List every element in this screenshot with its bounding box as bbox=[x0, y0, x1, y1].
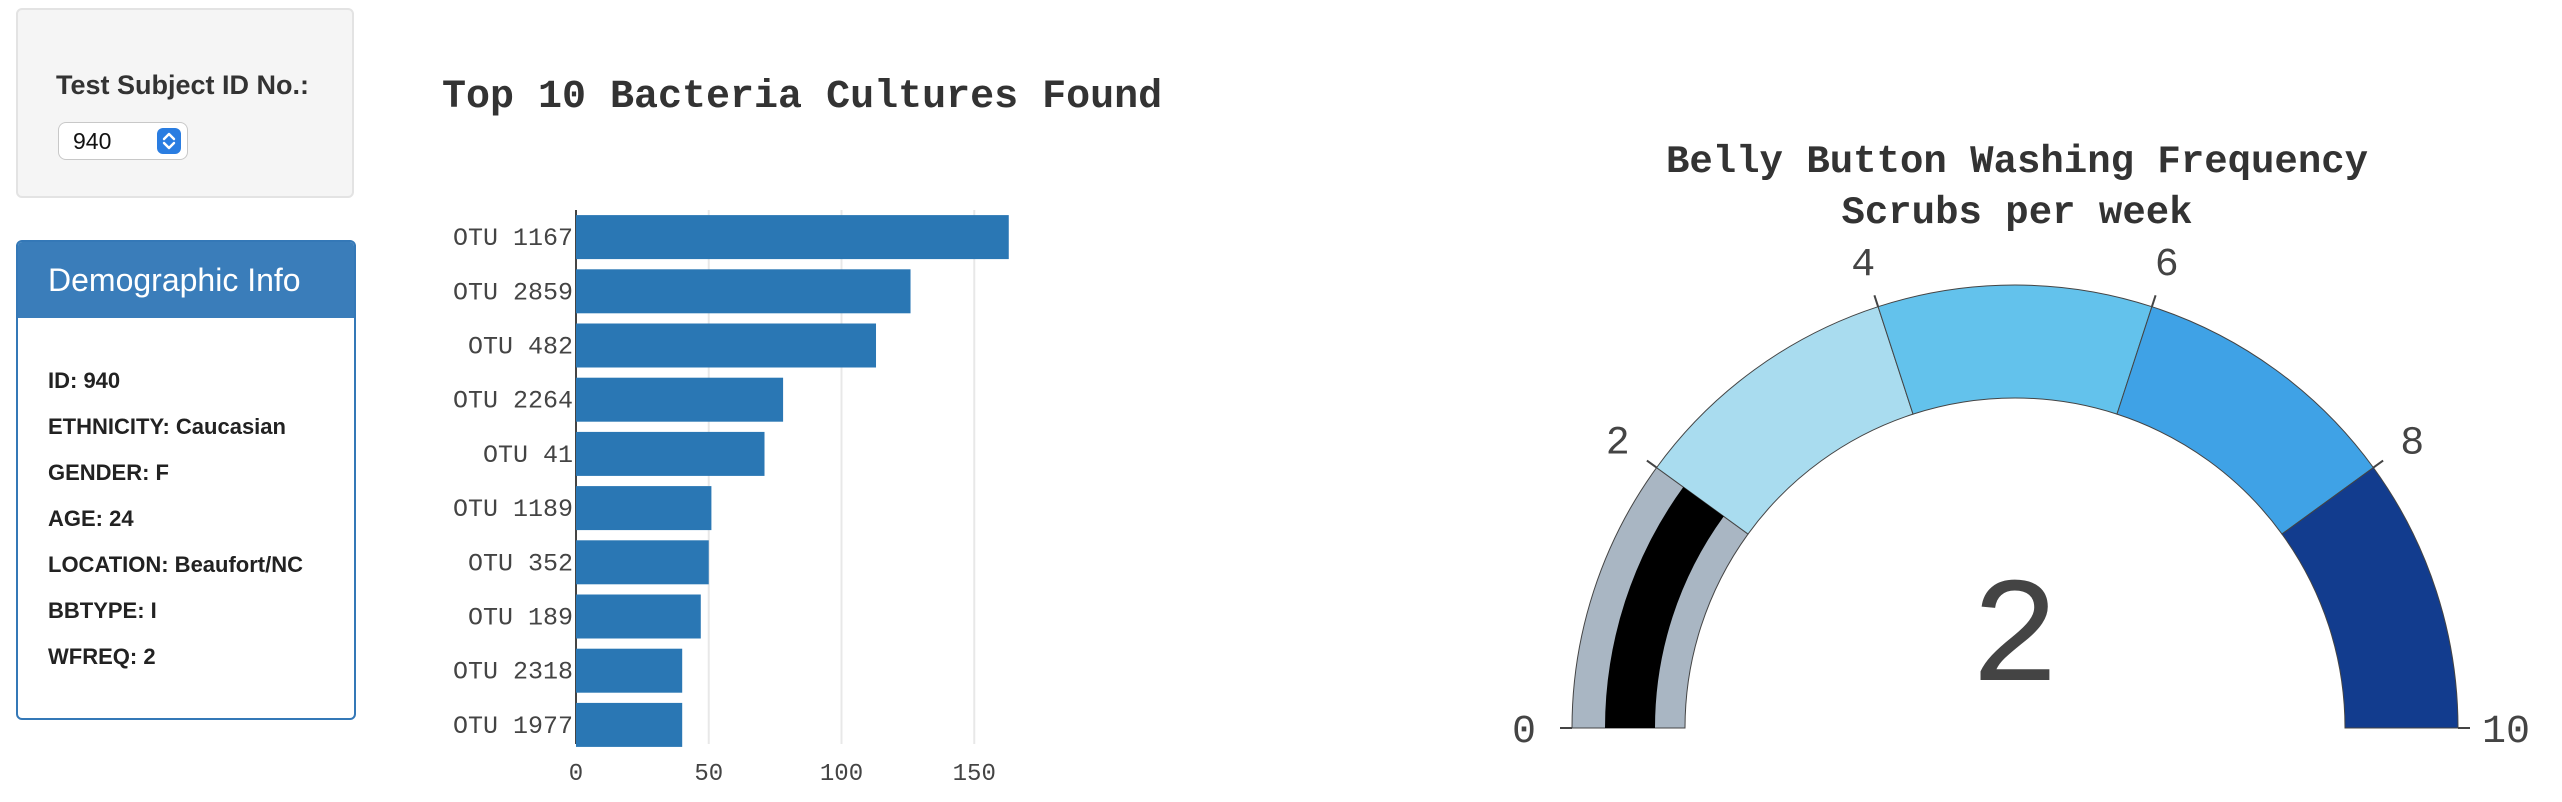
bar-chart-title: Top 10 Bacteria Cultures Found bbox=[442, 75, 1162, 120]
gauge-band bbox=[2116, 306, 2375, 535]
gauge-band bbox=[2281, 466, 2459, 729]
bar-y-label: OTU 2859 bbox=[453, 278, 573, 307]
bacteria-bar-chart: Top 10 Bacteria Cultures Found OTU 1167O… bbox=[442, 75, 1162, 788]
demo-age: AGE: 24 bbox=[48, 506, 134, 531]
bar-mark[interactable] bbox=[576, 702, 683, 747]
gauge-band bbox=[1571, 466, 1749, 729]
bar-mark[interactable] bbox=[576, 323, 877, 368]
bar-x-tick-label: 150 bbox=[953, 761, 996, 788]
gauge-tick-label: 8 bbox=[2400, 421, 2424, 466]
gauge-tick-label: 2 bbox=[1606, 421, 1630, 466]
bar-mark[interactable] bbox=[576, 594, 701, 639]
gauge-tick bbox=[2372, 459, 2384, 469]
bar-chart-bars bbox=[576, 215, 1009, 747]
demographic-info-panel: Demographic Info ID: 940 ETHNICITY: Cauc… bbox=[16, 240, 356, 720]
bar-mark[interactable] bbox=[576, 269, 911, 314]
gauge-tick bbox=[1873, 294, 1880, 307]
gauge-subtitle: Scrubs per week bbox=[1841, 191, 2192, 235]
gauge-value-text: 2 bbox=[1970, 556, 2060, 726]
gauge-band bbox=[1655, 306, 1914, 535]
bar-y-label: OTU 352 bbox=[468, 549, 573, 578]
demo-ethnicity: ETHNICITY: Caucasian bbox=[48, 414, 286, 439]
gauge-ticks: 0 2 4 6 8 10 bbox=[1512, 243, 2530, 755]
bar-mark[interactable] bbox=[576, 486, 712, 531]
subject-id-select[interactable]: 940 bbox=[58, 122, 188, 160]
gauge-title: Belly Button Washing Frequency bbox=[1666, 140, 2368, 184]
demo-gender: GENDER: F bbox=[48, 460, 169, 485]
demographic-info-header: Demographic Info bbox=[18, 242, 354, 318]
bar-y-label: OTU 1189 bbox=[453, 495, 573, 524]
gauge-bands bbox=[1571, 284, 2459, 729]
bar-y-label: OTU 189 bbox=[468, 604, 573, 633]
bar-y-label: OTU 41 bbox=[483, 441, 573, 470]
subject-selector-panel: Test Subject ID No.: 940 bbox=[16, 8, 354, 198]
bar-y-label: OTU 2264 bbox=[453, 387, 573, 416]
bar-x-tick-label: 0 bbox=[569, 761, 583, 788]
gauge-band bbox=[1877, 284, 2153, 415]
bar-chart-x-ticks: 0 50 100 150 bbox=[569, 761, 996, 788]
bar-y-label: OTU 482 bbox=[468, 333, 573, 362]
gauge-value-arc bbox=[1605, 487, 1724, 728]
gauge-tick-label: 10 bbox=[2482, 710, 2530, 755]
bar-x-tick-label: 100 bbox=[820, 761, 863, 788]
bar-mark[interactable] bbox=[576, 377, 784, 422]
gauge-tick-label: 0 bbox=[1512, 710, 1536, 755]
demo-wfreq: WFREQ: 2 bbox=[48, 644, 156, 669]
gauge-value-bar bbox=[1605, 487, 1724, 728]
bar-mark[interactable] bbox=[576, 215, 1009, 260]
demographic-info-title: Demographic Info bbox=[48, 262, 301, 298]
subject-id-label: Test Subject ID No.: bbox=[56, 70, 310, 100]
gauge-tick bbox=[1646, 459, 1658, 469]
bar-chart-y-labels: OTU 1167 OTU 2859 OTU 482 OTU 2264 OTU 41 OTU… bbox=[453, 224, 573, 741]
gauge-tick-label: 4 bbox=[1851, 243, 1875, 288]
bar-y-label: OTU 1977 bbox=[453, 712, 573, 741]
demo-id: ID: 940 bbox=[48, 368, 121, 393]
updown-chevron-icon bbox=[157, 128, 181, 154]
bar-mark[interactable] bbox=[576, 540, 709, 585]
bar-mark[interactable] bbox=[576, 431, 765, 476]
demo-bbtype: BBTYPE: I bbox=[48, 598, 157, 623]
bar-y-label: OTU 2318 bbox=[453, 658, 573, 687]
gauge-tick bbox=[2150, 294, 2157, 307]
gauge-tick-label: 6 bbox=[2155, 243, 2179, 288]
bar-x-tick-label: 50 bbox=[694, 761, 723, 788]
demo-location: LOCATION: Beaufort/NC bbox=[48, 552, 304, 577]
bar-y-label: OTU 1167 bbox=[453, 224, 573, 253]
bar-mark[interactable] bbox=[576, 648, 683, 693]
subject-id-value: 940 bbox=[73, 128, 112, 154]
